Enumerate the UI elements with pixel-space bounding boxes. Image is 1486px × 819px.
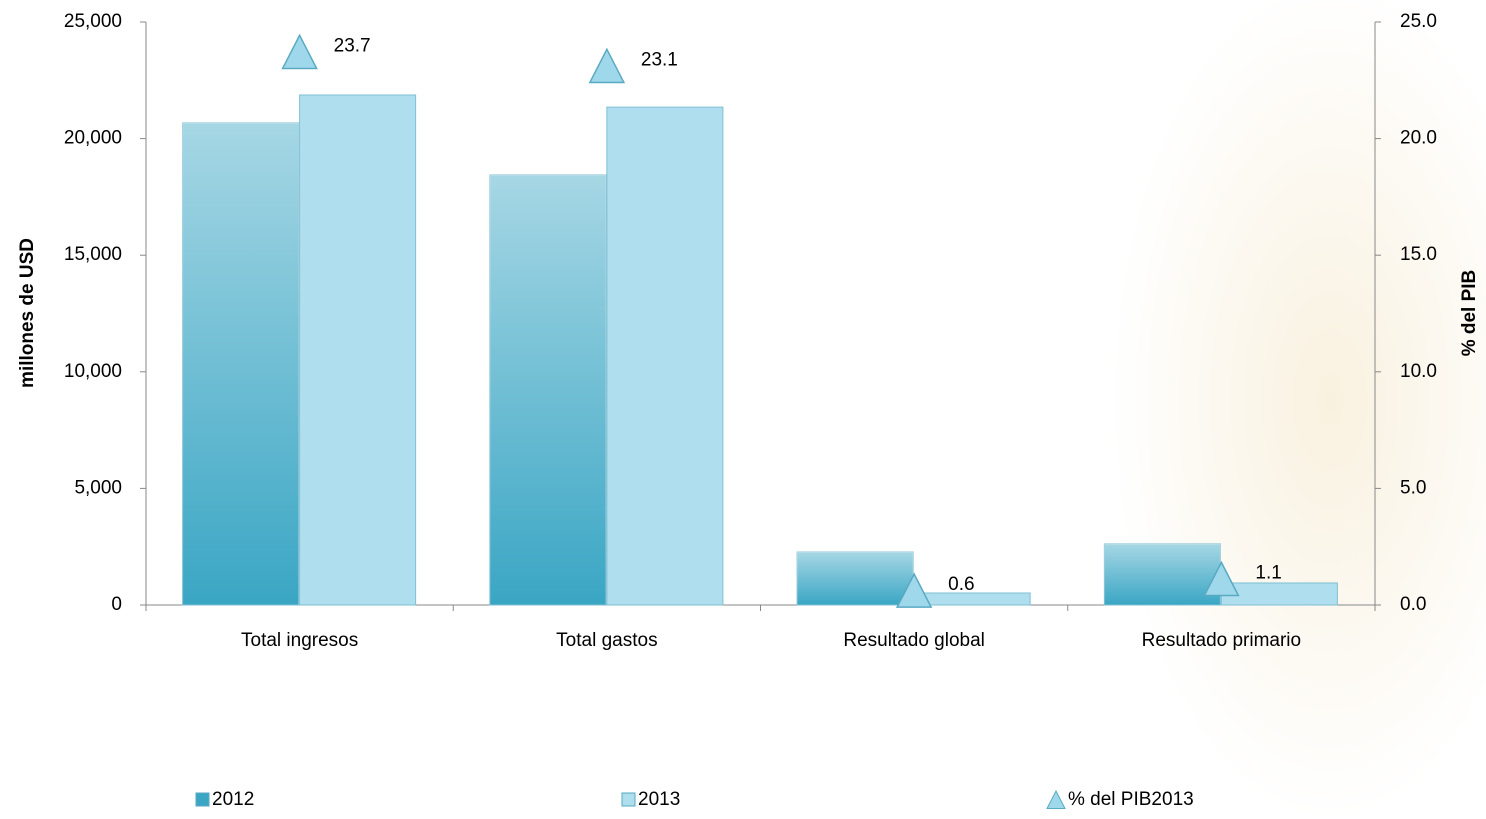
value-label: 0.6 (948, 574, 974, 595)
x-tick-label: Total ingresos (241, 630, 358, 651)
legend-swatch (1046, 789, 1066, 810)
y-tick-label: 25,000 (64, 11, 122, 32)
y2-axis-title: % del PIB (1459, 270, 1480, 357)
value-label: 23.1 (641, 49, 678, 70)
legend-swatch (621, 792, 636, 807)
legend-label: % del PIB2013 (1068, 789, 1194, 810)
bar-shine (1104, 543, 1221, 605)
y-tick-label: 10,000 (64, 361, 122, 382)
bar (606, 106, 724, 606)
marker (588, 47, 626, 84)
y2-tick-label: 10.0 (1400, 361, 1437, 382)
bar-shine (489, 174, 606, 606)
legend-label: 2013 (638, 789, 680, 810)
legend-swatch (195, 792, 210, 807)
background-decoration (1110, 0, 1486, 819)
x-tick-label: Resultado global (843, 630, 985, 651)
x-tick-label: Total gastos (556, 630, 657, 651)
y2-tick-label: 25.0 (1400, 11, 1437, 32)
marker (1203, 560, 1240, 597)
marker (281, 33, 318, 70)
marker (895, 572, 933, 608)
bar (1220, 582, 1338, 606)
value-label: 1.1 (1255, 562, 1281, 583)
x-tick-label: Resultado primario (1142, 630, 1301, 651)
y2-tick-label: 5.0 (1400, 477, 1426, 498)
bar-shine (797, 552, 914, 605)
y-tick-label: 5,000 (74, 477, 122, 498)
y2-tick-label: 20.0 (1400, 128, 1437, 149)
y-tick-label: 0 (111, 594, 122, 615)
y-axis-title: millones de USD (17, 238, 38, 388)
bar-shine (182, 122, 299, 606)
bar (299, 94, 417, 606)
value-label: 23.7 (334, 35, 371, 56)
legend-label: 2012 (212, 789, 254, 810)
y-tick-label: 15,000 (64, 244, 122, 265)
y-tick-label: 20,000 (64, 128, 122, 149)
y2-tick-label: 15.0 (1400, 244, 1437, 265)
y2-tick-label: 0.0 (1400, 594, 1426, 615)
